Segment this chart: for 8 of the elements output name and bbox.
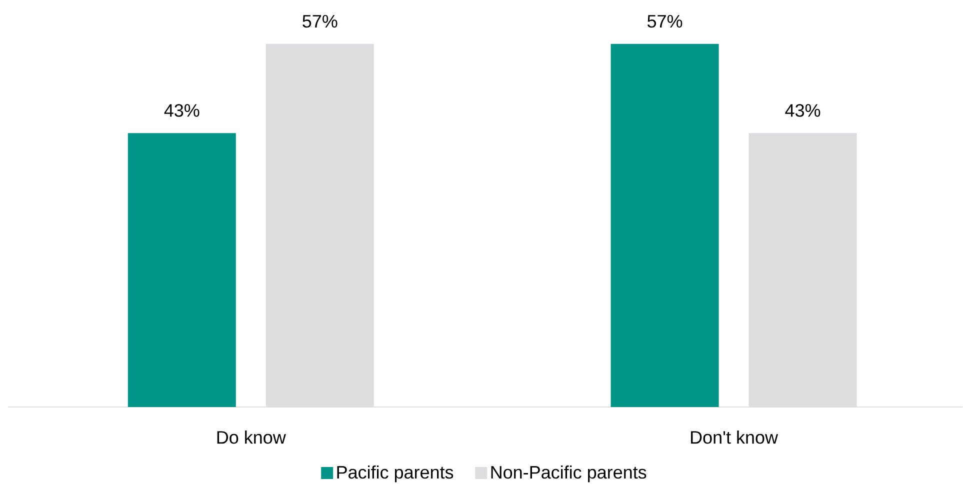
- data-label: 43%: [785, 104, 820, 117]
- data-label: 57%: [647, 14, 682, 28]
- legend-label: Pacific parents: [337, 465, 454, 482]
- x-tick-label: Don't know: [691, 430, 778, 444]
- data-label: 43%: [164, 104, 200, 117]
- legend-label: Non-Pacific parents: [491, 465, 646, 482]
- x-tick-label: Do know: [217, 430, 286, 444]
- data-label: 57%: [302, 14, 338, 28]
